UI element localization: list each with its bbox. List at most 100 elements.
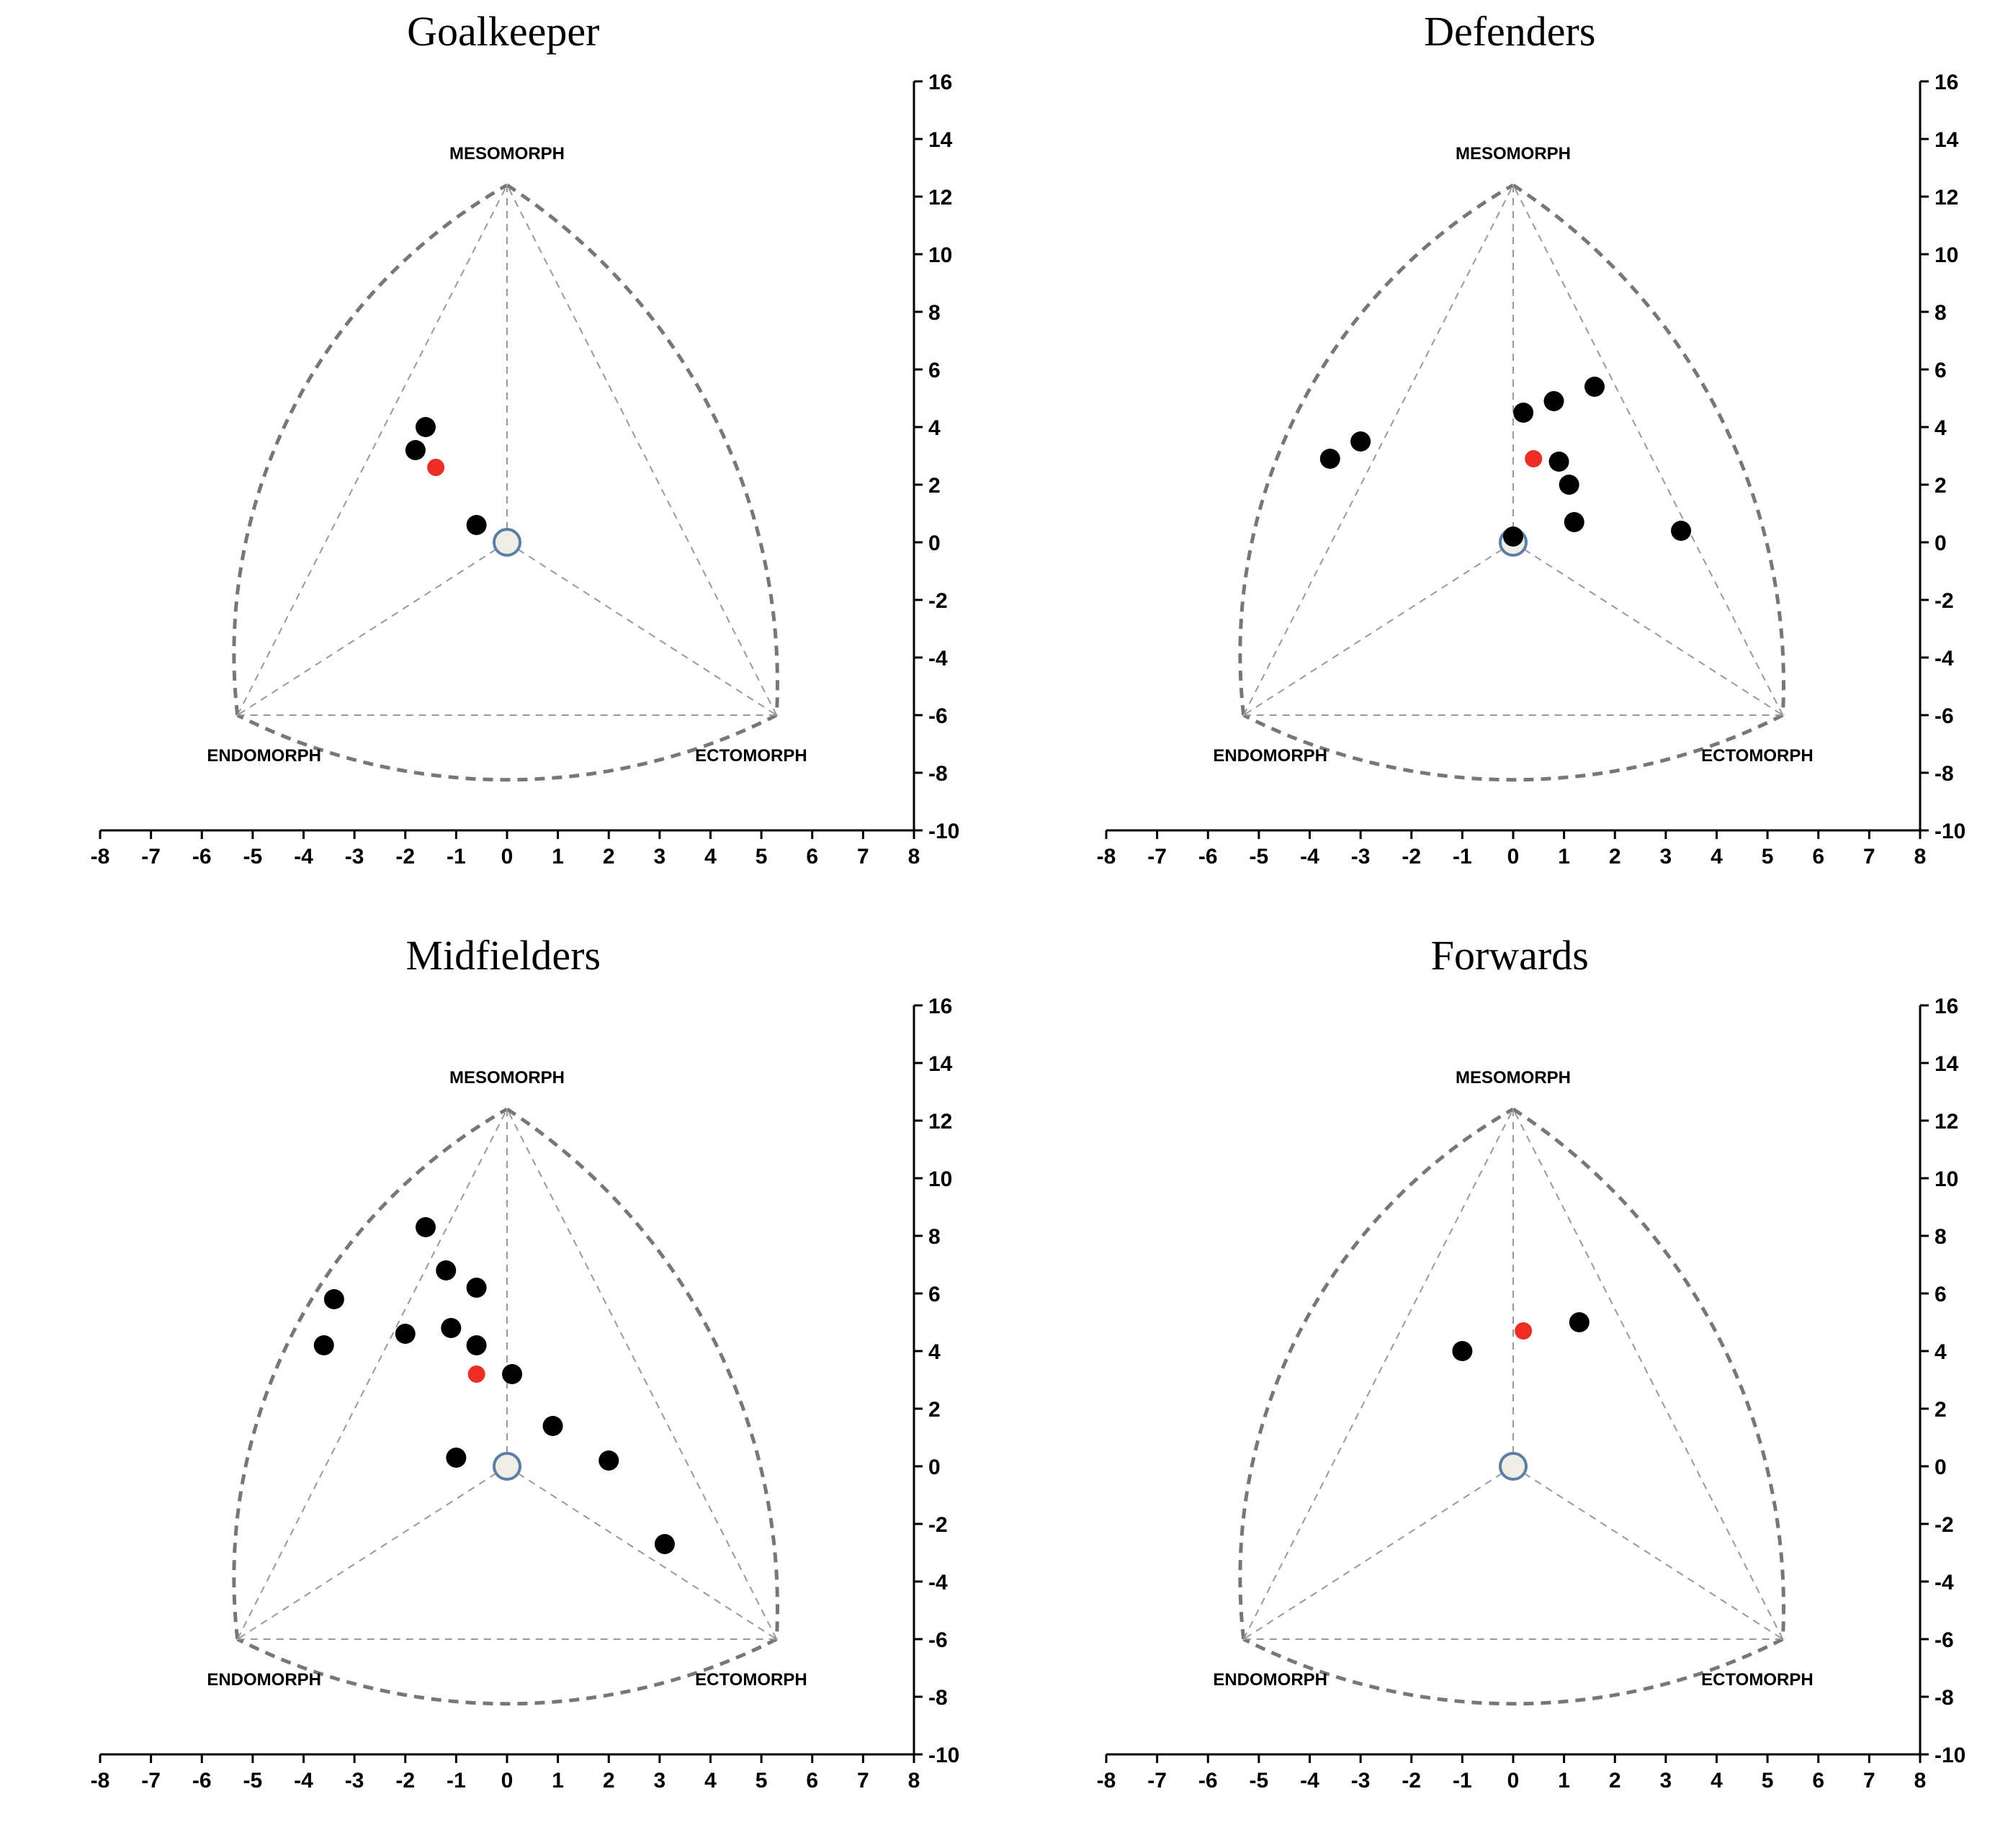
- label-mesomorph: MESOMORPH: [449, 1068, 565, 1087]
- ytick-label: 10: [1934, 1167, 1958, 1191]
- ytick-label: 10: [1934, 243, 1958, 267]
- inner-segment: [1513, 1466, 1783, 1639]
- ytick-label: -10: [928, 1744, 959, 1767]
- xtick-label: 6: [1813, 1769, 1825, 1793]
- data-point: [446, 1448, 466, 1468]
- xtick-label: 5: [1762, 845, 1774, 869]
- xtick-label: -1: [447, 1769, 466, 1793]
- inner-segment: [507, 1109, 776, 1639]
- xtick-label: -6: [192, 845, 212, 869]
- data-point: [1671, 521, 1691, 541]
- inner-segment: [1513, 542, 1783, 715]
- xtick-label: 0: [501, 845, 513, 869]
- xtick-label: 4: [704, 845, 717, 869]
- data-point: [466, 1278, 486, 1298]
- ytick-label: -2: [1934, 589, 1954, 613]
- inner-segment: [507, 542, 776, 715]
- inner-segment: [507, 185, 776, 715]
- label-endomorph: ENDOMORPH: [1214, 746, 1328, 766]
- ytick-label: -8: [1934, 1686, 1954, 1710]
- inner-segment: [1513, 1109, 1783, 1639]
- xtick-label: 8: [1914, 845, 1927, 869]
- xtick-label: -6: [1198, 845, 1218, 869]
- inner-segment: [1244, 185, 1513, 715]
- reuleaux-arc: [234, 185, 507, 715]
- chart-forwards: -10-8-6-4-20246810121416-8-7-6-5-4-3-2-1…: [1041, 984, 1978, 1812]
- data-point: [1564, 512, 1584, 532]
- chart-title-goalkeeper: Goalkeeper: [407, 7, 599, 55]
- data-point: [395, 1324, 416, 1344]
- cell-goalkeeper: Goalkeeper -10-8-6-4-20246810121416-8-7-…: [0, 0, 1007, 924]
- ytick-label: -8: [1934, 762, 1954, 786]
- ytick-label: 8: [1934, 1225, 1947, 1249]
- xtick-label: 0: [501, 1769, 513, 1793]
- label-ectomorph: ECTOMORPH: [695, 1670, 807, 1690]
- ytick-label: -6: [928, 1628, 948, 1652]
- ytick-label: -4: [1934, 647, 1954, 670]
- data-point: [542, 1416, 562, 1436]
- ytick-label: -4: [928, 647, 948, 670]
- cell-midfielders: Midfielders -10-8-6-4-20246810121416-8-7…: [0, 924, 1007, 1848]
- data-point: [436, 1260, 456, 1280]
- ytick-label: 0: [928, 1455, 941, 1479]
- data-point: [466, 515, 486, 535]
- xtick-label: -3: [1351, 845, 1371, 869]
- data-point: [1569, 1312, 1590, 1332]
- inner-segment: [237, 1466, 506, 1639]
- xtick-label: 6: [806, 1769, 818, 1793]
- cell-forwards: Forwards -10-8-6-4-20246810121416-8-7-6-…: [1007, 924, 2013, 1848]
- ytick-label: 4: [1934, 1340, 1947, 1364]
- xtick-label: -4: [1300, 1769, 1319, 1793]
- reuleaux-arc: [1240, 185, 1513, 715]
- xtick-label: 0: [1507, 845, 1520, 869]
- ytick-label: 4: [928, 416, 941, 440]
- xtick-label: 3: [1660, 845, 1672, 869]
- chart-grid: Goalkeeper -10-8-6-4-20246810121416-8-7-…: [0, 0, 2013, 1848]
- ytick-label: 2: [1934, 1398, 1947, 1422]
- ytick-label: 6: [928, 359, 941, 382]
- xtick-label: 1: [552, 1769, 564, 1793]
- xtick-label: 3: [653, 1769, 665, 1793]
- ytick-label: 16: [1934, 995, 1958, 1018]
- reuleaux-arc: [1240, 1109, 1513, 1639]
- ytick-label: -4: [928, 1571, 948, 1594]
- inner-segment: [1244, 1109, 1513, 1639]
- ytick-label: -2: [928, 1513, 948, 1537]
- xtick-label: 1: [1559, 1769, 1571, 1793]
- label-ectomorph: ECTOMORPH: [1701, 1670, 1814, 1690]
- ytick-label: 2: [1934, 474, 1947, 498]
- xtick-label: 3: [1660, 1769, 1672, 1793]
- mean-point: [427, 459, 444, 476]
- xtick-label: -4: [294, 1769, 313, 1793]
- chart-title-defenders: Defenders: [1424, 7, 1595, 55]
- ytick-label: -4: [1934, 1571, 1954, 1594]
- xtick-label: 7: [857, 1769, 869, 1793]
- data-point: [1503, 526, 1523, 547]
- chart-defenders: -10-8-6-4-20246810121416-8-7-6-5-4-3-2-1…: [1041, 60, 1978, 888]
- chart-title-midfielders: Midfielders: [405, 931, 601, 979]
- xtick-label: -7: [141, 1769, 161, 1793]
- ytick-label: 4: [928, 1340, 941, 1364]
- xtick-label: 5: [756, 1769, 768, 1793]
- xtick-label: 1: [552, 845, 564, 869]
- xtick-label: 7: [857, 845, 869, 869]
- data-point: [1559, 475, 1579, 495]
- inner-segment: [1244, 542, 1513, 715]
- ytick-label: -6: [1934, 704, 1954, 728]
- xtick-label: -8: [90, 1769, 109, 1793]
- data-point: [324, 1289, 344, 1309]
- ytick-label: 14: [1934, 128, 1959, 152]
- xtick-label: -2: [1402, 845, 1422, 869]
- xtick-label: -8: [1097, 1769, 1116, 1793]
- xtick-label: -3: [345, 845, 364, 869]
- xtick-label: 2: [1609, 845, 1621, 869]
- xtick-label: 2: [603, 845, 615, 869]
- ytick-label: 10: [928, 243, 952, 267]
- ytick-label: -10: [1934, 1744, 1965, 1767]
- data-point: [466, 1335, 486, 1355]
- chart-title-forwards: Forwards: [1431, 931, 1589, 979]
- origin-marker: [1500, 1453, 1526, 1479]
- label-endomorph: ENDOMORPH: [1214, 1670, 1328, 1690]
- mean-point: [467, 1365, 485, 1383]
- ytick-label: 6: [1934, 359, 1947, 382]
